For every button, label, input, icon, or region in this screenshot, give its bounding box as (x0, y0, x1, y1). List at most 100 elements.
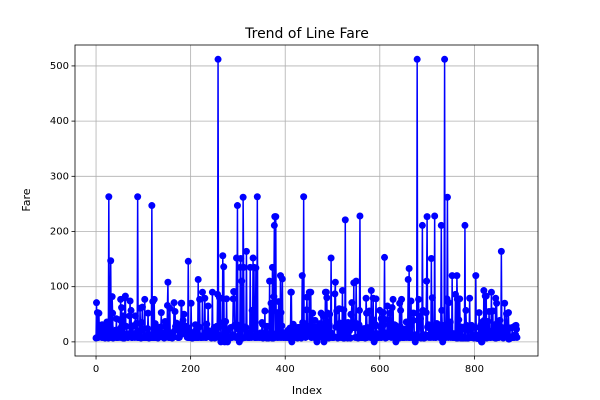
data-point (512, 325, 520, 333)
data-point (166, 304, 174, 312)
data-point (407, 297, 415, 305)
data-point (230, 288, 238, 296)
data-point (237, 255, 245, 263)
data-point (427, 255, 435, 263)
data-point (187, 299, 195, 307)
data-point (118, 304, 126, 312)
data-point (368, 315, 376, 323)
data-point (405, 264, 413, 272)
data-point (127, 306, 135, 314)
data-point (184, 324, 192, 332)
data-point (214, 55, 222, 63)
data-point (163, 324, 171, 332)
data-point (270, 221, 278, 229)
data-point (362, 294, 370, 302)
x-tick-label: 0 (93, 364, 99, 375)
data-point (486, 327, 494, 335)
data-point (504, 309, 512, 317)
data-point (249, 254, 257, 262)
y-axis-label: Fare (20, 188, 33, 211)
data-point (220, 263, 228, 271)
data-point (415, 295, 423, 303)
data-point (157, 309, 165, 317)
data-point (179, 316, 187, 324)
y-tick-label: 400 (50, 116, 69, 127)
data-point (404, 276, 412, 284)
data-point (252, 264, 260, 272)
data-point (242, 247, 250, 255)
data-point (194, 276, 202, 284)
x-tick-label: 800 (465, 364, 484, 375)
data-point (437, 221, 445, 229)
data-point (272, 213, 280, 221)
data-point (121, 292, 129, 300)
data-point (482, 292, 490, 300)
data-point (493, 299, 501, 307)
axes-frame (74, 44, 539, 357)
data-point (201, 294, 209, 302)
data-point (300, 193, 308, 201)
data-point (409, 316, 417, 324)
data-point (480, 287, 488, 295)
y-tick-label: 100 (50, 282, 69, 293)
data-point (223, 295, 231, 303)
data-point (422, 309, 430, 317)
data-point (120, 312, 128, 320)
data-point (222, 317, 230, 325)
data-point (204, 302, 212, 310)
data-point (379, 309, 387, 317)
data-point (196, 295, 204, 303)
data-point (307, 288, 315, 296)
data-point (126, 312, 134, 320)
data-point (325, 321, 333, 329)
data-point (367, 287, 375, 295)
data-point (109, 309, 117, 317)
data-point (184, 257, 192, 265)
data-point (416, 315, 424, 323)
data-point (107, 257, 115, 265)
data-point (475, 309, 483, 317)
data-point (404, 325, 412, 333)
y-tick-label: 200 (50, 226, 69, 237)
y-tick-label: 0 (63, 337, 69, 348)
data-point (180, 310, 188, 318)
data-point (402, 318, 410, 326)
data-point (513, 333, 521, 341)
data-point (157, 323, 165, 331)
data-point (428, 294, 436, 302)
data-point (355, 306, 363, 314)
y-tick-label: 500 (50, 61, 69, 72)
data-point (105, 193, 113, 201)
data-point (323, 294, 331, 302)
data-point (461, 221, 469, 229)
data-point (266, 277, 274, 285)
data-point (443, 193, 451, 201)
data-point (275, 298, 283, 306)
data-point (219, 252, 227, 260)
data-point (95, 309, 103, 317)
data-point (287, 288, 295, 296)
data-point (380, 321, 388, 329)
data-point (229, 295, 237, 303)
data-point (389, 295, 397, 303)
data-point (216, 319, 224, 327)
data-point (326, 310, 334, 318)
data-point (150, 295, 158, 303)
data-point (455, 316, 463, 324)
data-point (472, 272, 480, 280)
data-point (261, 307, 269, 315)
data-point (445, 299, 453, 307)
data-point (372, 295, 380, 303)
data-point (144, 309, 152, 317)
data-point (131, 312, 139, 320)
data-point (462, 306, 470, 314)
data-point (203, 320, 211, 328)
data-point (365, 307, 373, 315)
data-point (134, 193, 142, 201)
data-point (489, 307, 497, 315)
data-point (410, 309, 418, 317)
data-point (446, 318, 454, 326)
data-point (270, 293, 278, 301)
data-point (309, 309, 317, 317)
data-point (431, 212, 439, 220)
